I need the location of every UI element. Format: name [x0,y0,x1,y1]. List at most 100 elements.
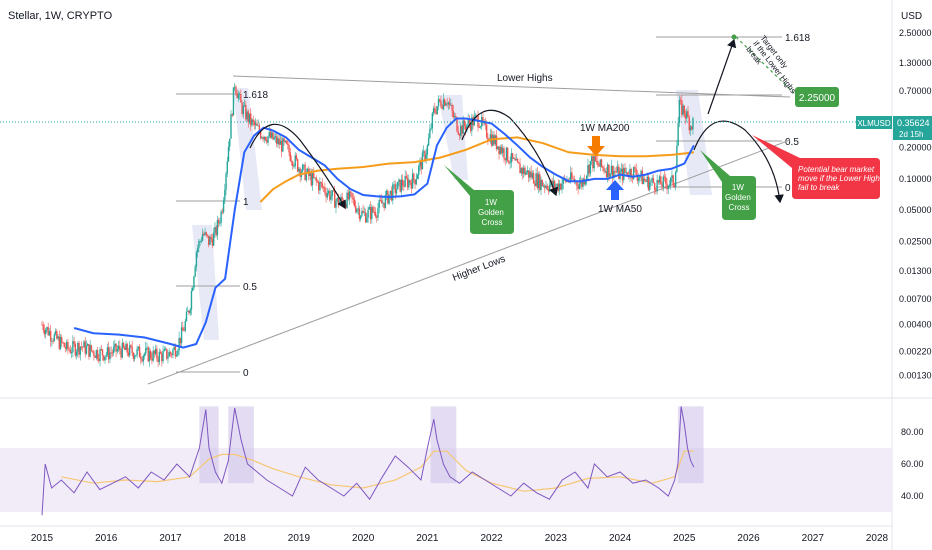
candle-body [540,179,542,191]
bear-note-l2: move if the Lower Highs [798,174,884,183]
ma200-line[interactable] [259,136,695,203]
candle-body [64,347,67,349]
bear-note: Potential bear market move if the Lower … [798,165,886,192]
candle-body [189,309,191,314]
candle-body [351,192,353,198]
candle-body [251,119,253,126]
candle-body [651,178,653,181]
candle-body [63,342,65,348]
x-tick-label: 2025 [673,533,696,544]
candle-body [629,169,631,178]
candle-body [410,182,413,189]
candle-body [184,321,186,331]
candle-body [385,190,388,196]
candle-body [388,194,390,204]
candle-body [310,173,312,186]
candle-body [398,179,400,182]
candle-body [441,106,443,109]
candle-body [545,185,547,188]
candle-body [389,190,392,195]
candle-body [626,172,629,177]
candle-body [625,172,627,174]
candle-body [555,186,557,189]
candle-body [544,185,546,188]
y-tick-label: 1.30000 [899,58,932,68]
candle-body [73,341,75,344]
candle-body [331,190,333,196]
target-box[interactable] [795,87,839,107]
candle-body [613,171,615,179]
rsi-line[interactable] [41,406,695,516]
candle-body [366,217,368,223]
y-tick-label: 2.50000 [899,28,932,38]
candle-body [447,102,450,105]
lower-highs-line[interactable] [232,75,791,98]
candle-body [220,211,222,223]
candle-body [46,327,48,330]
candle-body [595,161,598,162]
candle-body [108,347,110,360]
candle-body [425,154,427,160]
rsi-zone [228,406,254,484]
candle-body [678,99,681,123]
candle-body [145,348,147,354]
candle-body [52,340,54,342]
fib-levels-left: 1.618 1 0.5 0 [176,90,268,379]
candle-body [426,145,429,155]
candle-body [301,164,304,172]
candle-body [667,186,669,190]
candle-body [672,175,674,186]
candle-body [413,173,415,180]
candle-body [195,252,198,267]
candle-body [482,117,484,123]
candle-body [133,356,136,359]
candle-body [674,172,677,187]
rsi-ma-line[interactable] [61,450,694,492]
candle-body [343,203,346,205]
candle-body [408,180,410,188]
candle-body [382,202,384,204]
higher-lows-line[interactable] [147,139,791,385]
candle-body [89,345,91,357]
candle-body [121,342,123,358]
x-tick-label: 2023 [545,533,568,544]
price-tag-countdown: 2d 15h [899,130,923,139]
candle-body [348,191,351,200]
candle-body [110,352,112,354]
candle-body [224,189,226,201]
golden-cross-text-1: 1W Golden Cross [478,198,506,227]
candle-body [232,87,235,116]
x-tick-label: 2026 [737,533,760,544]
candle-body [247,111,249,123]
price-tag-symbol-label: XLMUSD [857,119,891,128]
fib-right-label-05: 0.5 [785,137,799,148]
candle-body [154,348,157,354]
candle-body [75,351,78,356]
candle-body [361,210,363,216]
candle-body [677,122,679,146]
candle-body [531,173,534,178]
fib-label-1618: 1.618 [243,90,268,101]
candle-body [569,172,572,181]
candle-body [547,189,550,192]
candle-body [185,311,188,322]
candle-body [458,134,461,136]
candle-body [208,235,210,245]
candle-body [645,180,647,182]
candle-body [523,167,525,174]
candle-body [364,212,367,223]
candle-body [257,125,259,127]
candle-body [336,197,338,201]
candle-body [448,102,451,105]
candle-body [101,349,104,356]
candle-body [527,170,530,178]
candle-body [676,145,678,173]
candle-body [132,352,135,359]
candle-body [636,174,639,181]
candle-body [352,197,354,200]
ma50-line[interactable] [73,117,695,349]
candle-body [620,168,623,172]
candle-body [587,165,589,176]
fib-label-1: 1 [243,197,249,208]
